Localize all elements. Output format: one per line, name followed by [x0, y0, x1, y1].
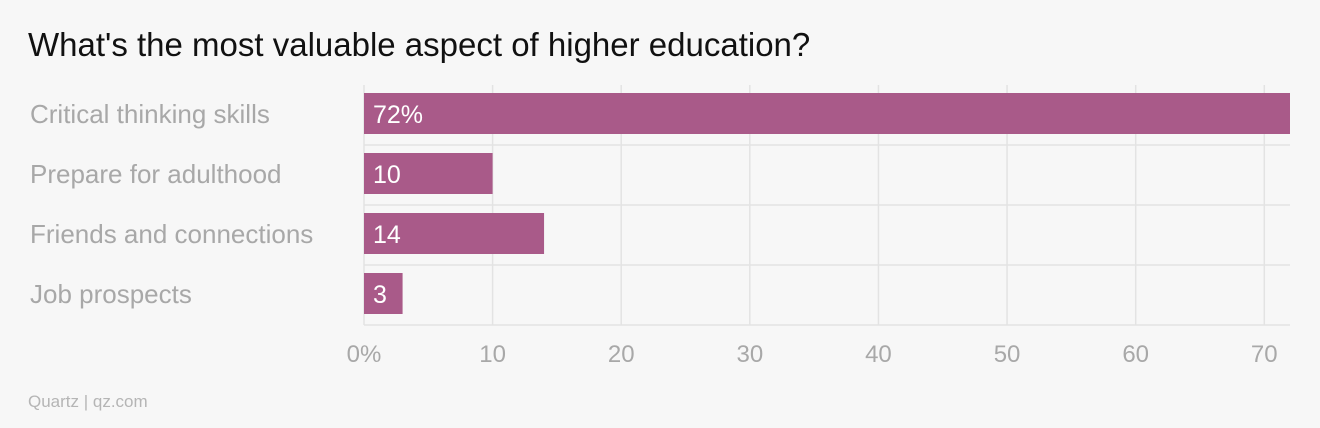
- bar: [364, 153, 493, 194]
- category-label: Prepare for adulthood: [30, 159, 282, 189]
- category-label: Critical thinking skills: [30, 99, 270, 129]
- x-tick-label: 30: [736, 341, 763, 368]
- bar: [364, 93, 1290, 134]
- x-tick-label: 10: [479, 341, 506, 368]
- x-tick-label: 0%: [347, 341, 382, 368]
- x-tick-label: 60: [1122, 341, 1149, 368]
- x-tick-label: 50: [994, 341, 1021, 368]
- bar-value-label: 72%: [373, 101, 423, 129]
- category-label: Job prospects: [30, 279, 192, 309]
- bar-value-label: 3: [373, 281, 387, 309]
- x-tick-label: 20: [608, 341, 635, 368]
- bar: [364, 213, 545, 254]
- bar-value-label: 10: [373, 161, 401, 189]
- bar-value-label: 14: [373, 221, 401, 249]
- x-tick-label: 40: [865, 341, 892, 368]
- category-label: Friends and connections: [30, 219, 313, 249]
- category-labels: Critical thinking skills Prepare for adul…: [30, 99, 313, 309]
- x-tick-label: 70: [1251, 341, 1278, 368]
- x-axis-ticks: 0% 10 20 30 40 50 60 70: [347, 341, 1278, 368]
- source-credit: Quartz | qz.com: [28, 392, 148, 411]
- bar: [364, 273, 403, 314]
- bars: 72% 10 14 3: [364, 93, 1290, 314]
- chart-title: What's the most valuable aspect of highe…: [28, 26, 811, 63]
